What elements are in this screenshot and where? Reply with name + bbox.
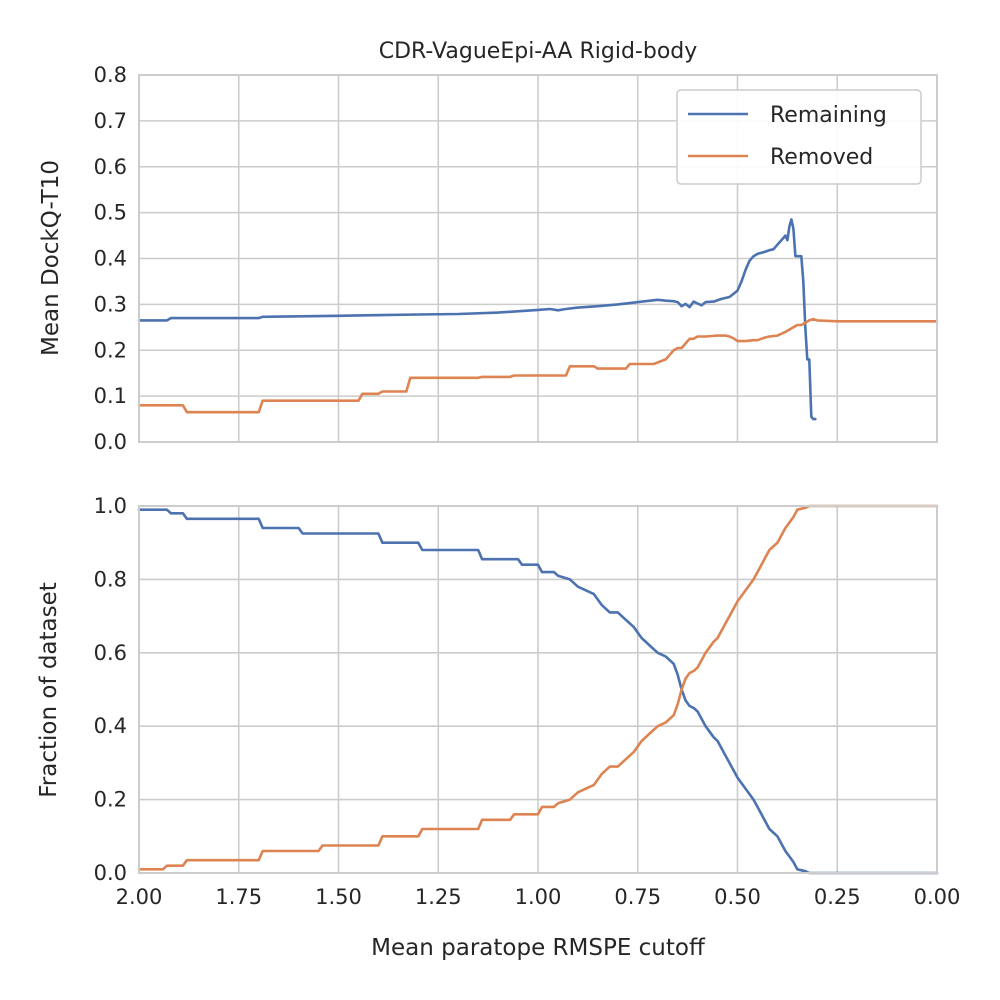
- y-tick-label: 0.1: [94, 384, 127, 408]
- y-tick-label: 0.4: [94, 247, 127, 271]
- series-line-removed: [137, 504, 939, 871]
- top-y-tick-labels: 0.0 0.1 0.2 0.3 0.4 0.5 0.6 0.7 0.8: [94, 63, 127, 454]
- bottom-gridlines: [138, 505, 938, 874]
- y-tick-label: 0.0: [94, 861, 127, 885]
- y-tick-label: 0.7: [94, 109, 127, 133]
- y-tick-label: 0.5: [94, 201, 127, 225]
- series-line-removed: [137, 317, 939, 414]
- top-plot-frame: [138, 74, 938, 443]
- x-tick-label: 1.50: [315, 885, 362, 909]
- x-tick-label: 1.75: [215, 885, 262, 909]
- legend-removed-label: Removed: [770, 145, 873, 170]
- x-tick-label: 2.00: [116, 885, 163, 909]
- top-y-axis-label: Mean DockQ-T10: [38, 160, 64, 356]
- x-tick-label: 1.00: [515, 885, 562, 909]
- y-tick-label: 0.8: [94, 63, 127, 87]
- series-line-remaining: [137, 508, 939, 875]
- y-tick-label: 0.6: [94, 155, 127, 179]
- bottom-y-tick-labels: 0.0 0.2 0.4 0.6 0.8 1.0: [94, 494, 127, 885]
- x-tick-label: 0.00: [914, 885, 961, 909]
- bottom-y-axis-label: Fraction of dataset: [36, 582, 62, 798]
- bottom-series-lines: [137, 504, 939, 875]
- x-tick-label: 0.50: [714, 885, 761, 909]
- y-tick-label: 0.2: [94, 338, 127, 362]
- bottom-panel: 0.0 0.2 0.4 0.6 0.8 1.0 2.00 1.75 1.50 1.25 1.00 0…: [36, 494, 960, 961]
- y-tick-label: 0.3: [94, 292, 127, 316]
- legend: Remaining Removed: [676, 89, 922, 185]
- top-series-lines: [137, 218, 939, 421]
- x-tick-label: 0.75: [614, 885, 661, 909]
- series-line-remaining: [137, 218, 817, 421]
- y-tick-label: 0.0: [94, 430, 127, 454]
- x-tick-label: 0.25: [814, 885, 861, 909]
- bottom-x-tick-labels: 2.00 1.75 1.50 1.25 1.00 0.75 0.50 0.25 0.00: [116, 885, 961, 909]
- y-tick-label: 0.4: [94, 714, 127, 738]
- chart-title: CDR-VagueEpi-AA Rigid-body: [379, 39, 698, 64]
- y-tick-label: 0.6: [94, 641, 127, 665]
- x-tick-label: 1.25: [415, 885, 462, 909]
- x-axis-label: Mean paratope RMSPE cutoff: [371, 935, 706, 961]
- top-panel: CDR-VagueEpi-AA Rigid-body 0.00.10.20.30…: [38, 39, 939, 454]
- bottom-plot-frame: [138, 505, 938, 874]
- y-tick-label: 0.2: [94, 788, 127, 812]
- legend-remaining-label: Remaining: [770, 103, 887, 128]
- y-tick-label: 1.0: [94, 494, 127, 518]
- y-tick-label: 0.8: [94, 567, 127, 591]
